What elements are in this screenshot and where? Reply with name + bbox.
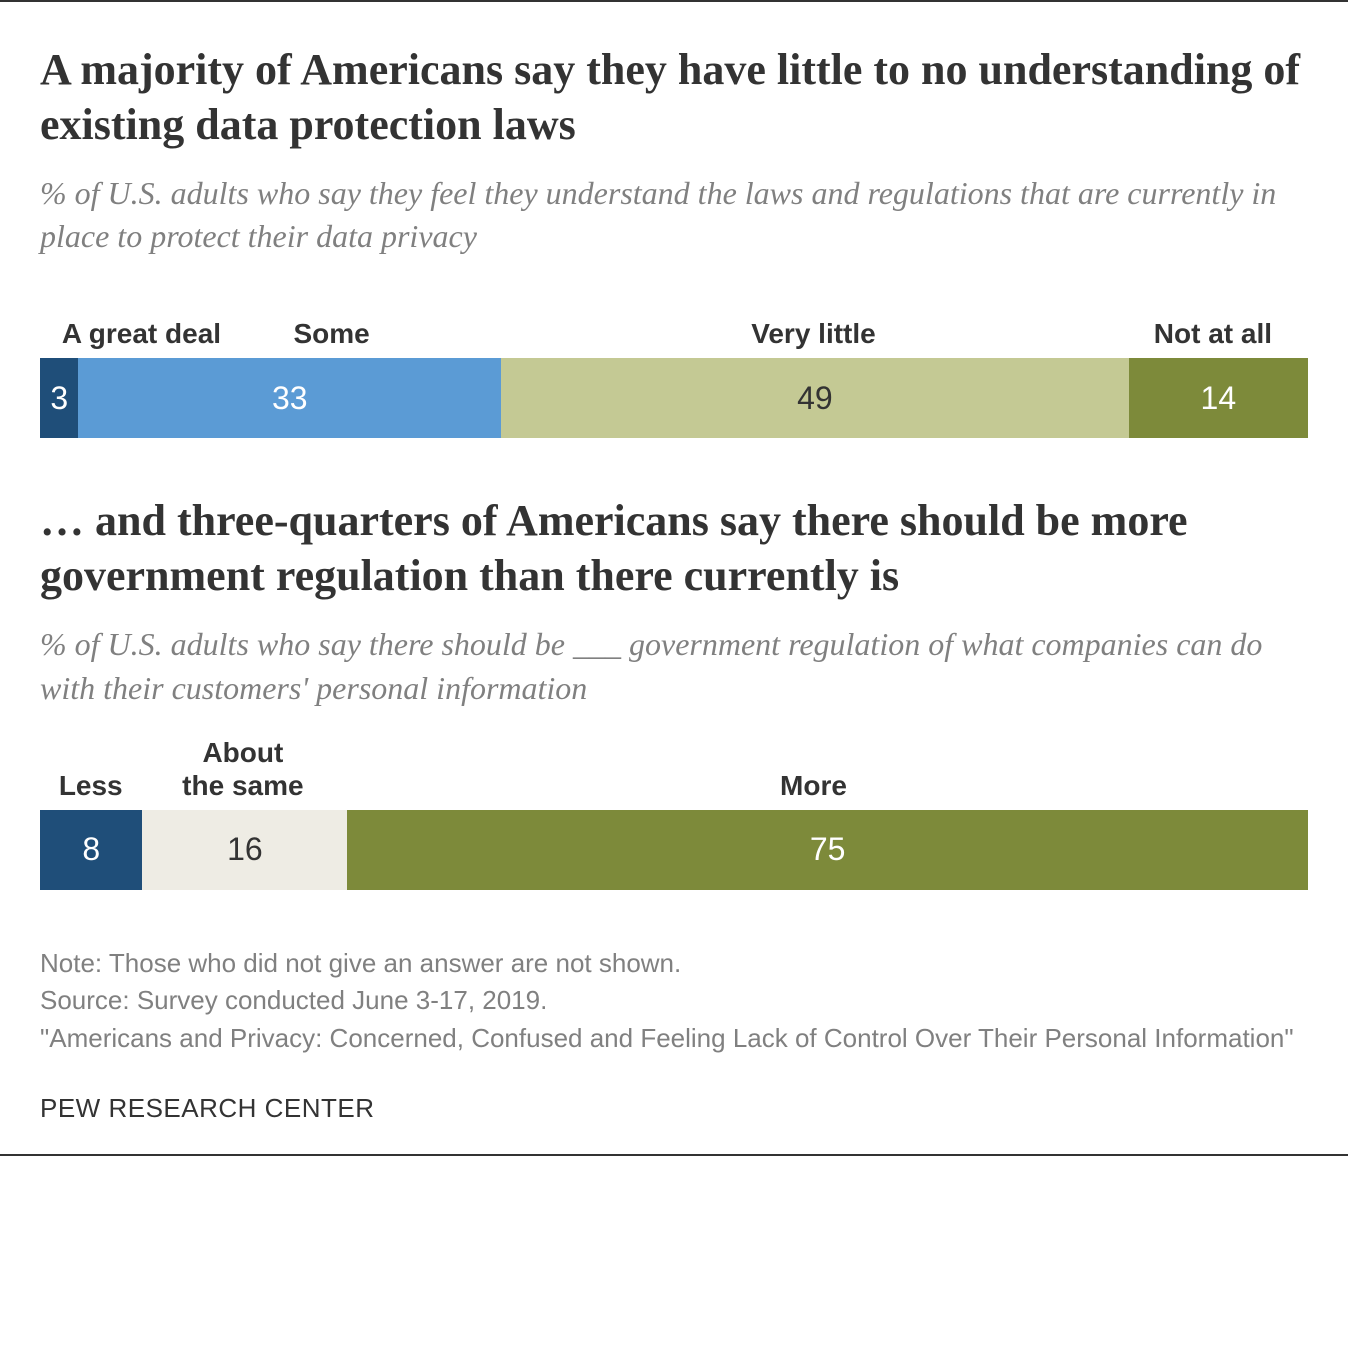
chart2-seg-1: 16 xyxy=(142,810,347,890)
chart2-labels-row: LessAbout the sameMore xyxy=(40,740,1308,810)
chart2-seg-2: 75 xyxy=(347,810,1308,890)
chart2-subtitle: % of U.S. adults who say there should be… xyxy=(40,623,1308,709)
chart2-seg-0: 8 xyxy=(40,810,142,890)
chart1-seg-1: 33 xyxy=(78,358,501,438)
chart2-label-2: More xyxy=(712,770,915,802)
chart1-seg-2: 49 xyxy=(501,358,1129,438)
chart1-section: A majority of Americans say they have li… xyxy=(40,42,1308,438)
chart-container: A majority of Americans say they have li… xyxy=(0,0,1348,1156)
chart2-bar: 81675 xyxy=(40,810,1308,890)
notes-block: Note: Those who did not give an answer a… xyxy=(40,945,1308,1058)
note-line-2: "Americans and Privacy: Concerned, Confu… xyxy=(40,1020,1308,1058)
chart2-label-1: About the same xyxy=(141,737,344,801)
chart1-seg-3: 14 xyxy=(1129,358,1308,438)
chart1-label-1: Some xyxy=(205,318,459,350)
chart2-title: … and three-quarters of Americans say th… xyxy=(40,493,1308,603)
chart1-label-3: Not at all xyxy=(1118,318,1308,350)
chart1-bar: 3334914 xyxy=(40,358,1308,438)
chart1-subtitle: % of U.S. adults who say they feel they … xyxy=(40,172,1308,258)
chart1-label-2: Very little xyxy=(674,318,953,350)
chart2-section: … and three-quarters of Americans say th… xyxy=(40,493,1308,889)
note-line-0: Note: Those who did not give an answer a… xyxy=(40,945,1308,983)
chart1-title: A majority of Americans say they have li… xyxy=(40,42,1308,152)
footer-brand: PEW RESEARCH CENTER xyxy=(40,1093,1308,1124)
chart1-labels-row: A great dealSomeVery littleNot at all xyxy=(40,288,1308,358)
note-line-1: Source: Survey conducted June 3-17, 2019… xyxy=(40,982,1308,1020)
chart1-seg-0: 3 xyxy=(40,358,78,438)
chart2-label-0: Less xyxy=(27,770,154,802)
